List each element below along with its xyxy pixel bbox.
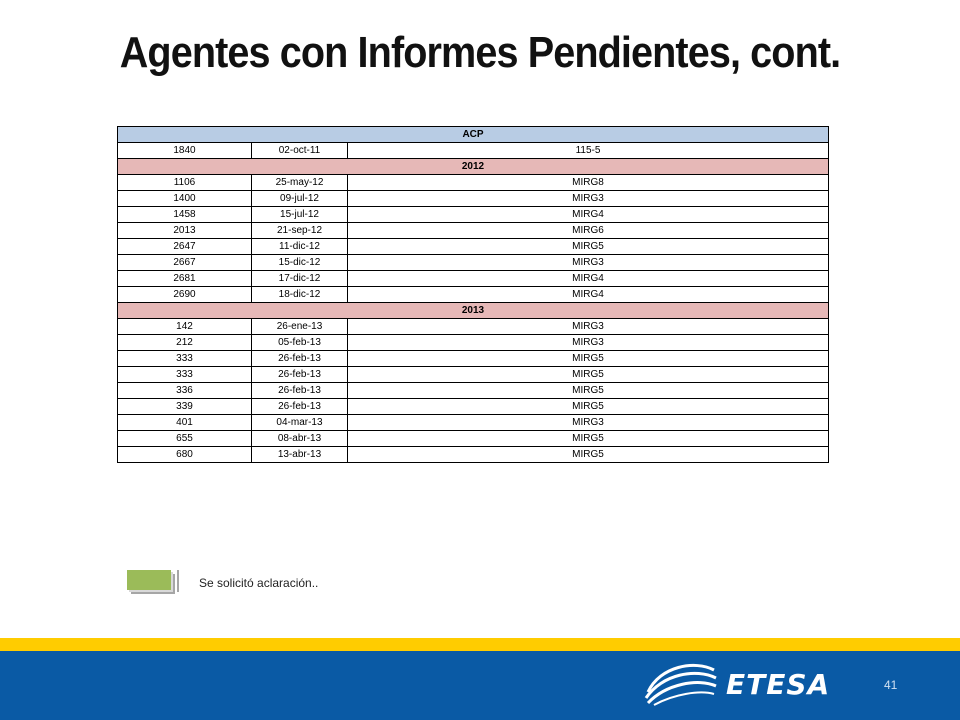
unit-cell: MIRG5 xyxy=(347,382,829,399)
unit-cell: MIRG5 xyxy=(347,366,829,383)
unit-cell: MIRG3 xyxy=(347,334,829,351)
date-cell: 26-feb-13 xyxy=(251,382,348,399)
report-number-cell: 2667 xyxy=(117,254,252,271)
date-cell: 26-ene-13 xyxy=(251,318,348,335)
report-number-cell: 1400 xyxy=(117,190,252,207)
table-row: 2681 17-dic-12 MIRG4 xyxy=(117,270,829,287)
report-number-cell: 1458 xyxy=(117,206,252,223)
table-row: 212 05-feb-13 MIRG3 xyxy=(117,334,829,351)
table-row: 333 26-feb-13 MIRG5 xyxy=(117,350,829,367)
unit-cell: MIRG4 xyxy=(347,270,829,287)
table-row: 336 26-feb-13 MIRG5 xyxy=(117,382,829,399)
table-row: 2667 15-dic-12 MIRG3 xyxy=(117,254,829,271)
report-number-cell: 2690 xyxy=(117,286,252,303)
unit-cell: MIRG5 xyxy=(347,350,829,367)
table-row: 680 13-abr-13 MIRG5 xyxy=(117,446,829,463)
table-row: 2690 18-dic-12 MIRG4 xyxy=(117,286,829,303)
date-cell: 02-oct-11 xyxy=(251,142,348,159)
table-row: 333 26-feb-13 MIRG5 xyxy=(117,366,829,383)
table-row: 339 26-feb-13 MIRG5 xyxy=(117,398,829,415)
pending-reports-table: ACP 1840 02-oct-11 115-5 2012 1106 25-may-… xyxy=(117,126,829,463)
table-row: 1840 02-oct-11 115-5 xyxy=(117,142,829,159)
unit-cell: MIRG3 xyxy=(347,414,829,431)
year-header-row: 2012 xyxy=(117,158,829,175)
report-number-cell: 336 xyxy=(117,382,252,399)
table-row: 2647 11-dic-12 MIRG5 xyxy=(117,238,829,255)
date-cell: 15-dic-12 xyxy=(251,254,348,271)
report-number-cell: 333 xyxy=(117,366,252,383)
table-header-cell: ACP xyxy=(117,126,829,143)
unit-cell: MIRG5 xyxy=(347,430,829,447)
table-row: 2013 21-sep-12 MIRG6 xyxy=(117,222,829,239)
date-cell: 21-sep-12 xyxy=(251,222,348,239)
date-cell: 15-jul-12 xyxy=(251,206,348,223)
legend-label: Se solicitó aclaración.. xyxy=(199,576,319,590)
unit-cell: 115-5 xyxy=(347,142,829,159)
unit-cell: MIRG3 xyxy=(347,254,829,271)
date-cell: 04-mar-13 xyxy=(251,414,348,431)
date-cell: 25-may-12 xyxy=(251,174,348,191)
footer-yellow-band xyxy=(0,638,960,651)
report-number-cell: 212 xyxy=(117,334,252,351)
unit-cell: MIRG3 xyxy=(347,190,829,207)
unit-cell: MIRG5 xyxy=(347,238,829,255)
year-header-row: 2013 xyxy=(117,302,829,319)
year-header-cell: 2013 xyxy=(117,302,829,319)
year-header-cell: 2012 xyxy=(117,158,829,175)
date-cell: 09-jul-12 xyxy=(251,190,348,207)
page-number: 41 xyxy=(884,678,898,692)
table-row: 1458 15-jul-12 MIRG4 xyxy=(117,206,829,223)
table-row: 401 04-mar-13 MIRG3 xyxy=(117,414,829,431)
table-header-row: ACP xyxy=(117,126,829,143)
table-row: 142 26-ene-13 MIRG3 xyxy=(117,318,829,335)
date-cell: 26-feb-13 xyxy=(251,366,348,383)
unit-cell: MIRG8 xyxy=(347,174,829,191)
unit-cell: MIRG4 xyxy=(347,286,829,303)
report-number-cell: 401 xyxy=(117,414,252,431)
date-cell: 17-dic-12 xyxy=(251,270,348,287)
date-cell: 11-dic-12 xyxy=(251,238,348,255)
legend-swatch xyxy=(127,570,171,590)
date-cell: 18-dic-12 xyxy=(251,286,348,303)
report-number-cell: 333 xyxy=(117,350,252,367)
table-row: 1106 25-may-12 MIRG8 xyxy=(117,174,829,191)
report-number-cell: 655 xyxy=(117,430,252,447)
table-row: 1400 09-jul-12 MIRG3 xyxy=(117,190,829,207)
legend-divider xyxy=(177,570,179,592)
date-cell: 08-abr-13 xyxy=(251,430,348,447)
report-number-cell: 2013 xyxy=(117,222,252,239)
report-number-cell: 2647 xyxy=(117,238,252,255)
slide-title: Agentes con Informes Pendientes, cont. xyxy=(119,28,841,77)
etesa-globe-icon xyxy=(644,663,717,706)
date-cell: 26-feb-13 xyxy=(251,350,348,367)
unit-cell: MIRG3 xyxy=(347,318,829,335)
report-number-cell: 339 xyxy=(117,398,252,415)
date-cell: 05-feb-13 xyxy=(251,334,348,351)
date-cell: 26-feb-13 xyxy=(251,398,348,415)
footer-blue-band xyxy=(0,651,960,720)
report-number-cell: 1106 xyxy=(117,174,252,191)
unit-cell: MIRG4 xyxy=(347,206,829,223)
report-number-cell: 142 xyxy=(117,318,252,335)
etesa-logo-text: ETESA xyxy=(726,668,831,701)
table-row: 655 08-abr-13 MIRG5 xyxy=(117,430,829,447)
unit-cell: MIRG6 xyxy=(347,222,829,239)
report-number-cell: 1840 xyxy=(117,142,252,159)
report-number-cell: 2681 xyxy=(117,270,252,287)
report-number-cell: 680 xyxy=(117,446,252,463)
date-cell: 13-abr-13 xyxy=(251,446,348,463)
unit-cell: MIRG5 xyxy=(347,398,829,415)
unit-cell: MIRG5 xyxy=(347,446,829,463)
